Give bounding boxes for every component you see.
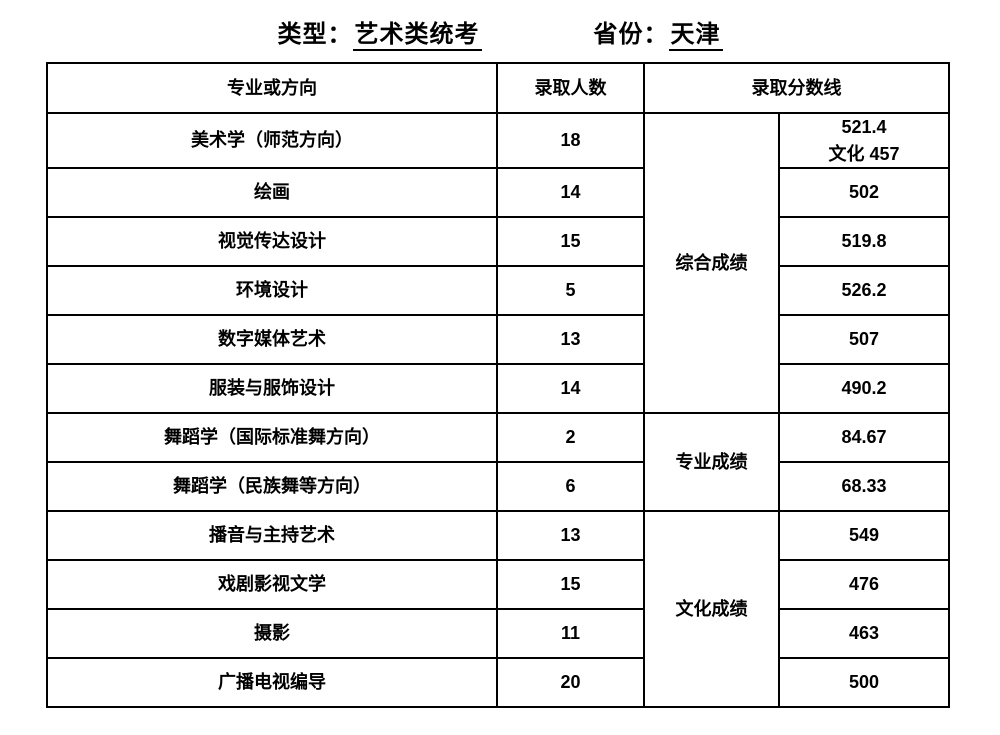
count-cell: 15 [496,559,645,610]
score-cell: 500 [778,657,950,708]
province-label: 省份： [593,21,669,48]
score-cell: 549 [778,510,950,561]
header-score-line: 录取分数线 [643,62,950,114]
score-cell: 521.4 文化 457 [778,112,950,169]
major-cell: 数字媒体艺术 [46,314,498,365]
score-group-cell: 文化成绩 [643,510,780,708]
score-cell: 84.67 [778,412,950,463]
table-row: 戏剧影视文学 15 476 [46,559,950,610]
table-header-row: 专业或方向 录取人数 录取分数线 [46,62,950,114]
table-row: 舞蹈学（国际标准舞方向） 2 专业成绩 84.67 [46,412,950,512]
major-cell: 舞蹈学（国际标准舞方向） [46,412,498,463]
count-cell: 18 [496,112,645,169]
major-cell: 舞蹈学（民族舞等方向） [46,461,498,512]
major-cell: 绘画 [46,167,498,218]
count-cell: 2 [496,412,645,463]
table-row: 服装与服饰设计 14 490.2 [46,363,950,414]
table-row: 播音与主持艺术 13 文化成绩 549 [46,510,950,708]
score-cell: 476 [778,559,950,610]
count-cell: 5 [496,265,645,316]
type-value: 艺术类统考 [352,21,482,51]
score-cell: 68.33 [778,461,950,512]
table-row: 摄影 11 463 [46,608,950,659]
count-cell: 14 [496,363,645,414]
count-cell: 13 [496,510,645,561]
header-count: 录取人数 [496,62,645,114]
header-major: 专业或方向 [46,62,498,114]
table-row: 舞蹈学（民族舞等方向） 6 68.33 [46,461,950,512]
count-cell: 20 [496,657,645,708]
type-label: 类型： [277,21,353,48]
score-line1: 521.4 [841,117,887,138]
score-cell: 502 [778,167,950,218]
major-cell: 视觉传达设计 [46,216,498,267]
table-row: 视觉传达设计 15 519.8 [46,216,950,267]
major-cell: 广播电视编导 [46,657,498,708]
table-row: 数字媒体艺术 13 507 [46,314,950,365]
major-cell: 环境设计 [46,265,498,316]
province-field: 省份：天津 [593,14,723,51]
count-cell: 13 [496,314,645,365]
major-cell: 摄影 [46,608,498,659]
score-group-cell: 综合成绩 [643,112,780,414]
major-cell: 戏剧影视文学 [46,559,498,610]
score-line2: 文化 457 [828,143,900,164]
province-value: 天津 [668,21,723,51]
table-row: 绘画 14 502 [46,167,950,218]
score-cell: 463 [778,608,950,659]
score-cell: 490.2 [778,363,950,414]
table-row: 环境设计 5 526.2 [46,265,950,316]
count-cell: 11 [496,608,645,659]
admissions-table: 专业或方向 录取人数 录取分数线 美术学（师范方向） 18 综合成绩 521.4… [46,62,950,708]
major-cell: 播音与主持艺术 [46,510,498,561]
type-field: 类型：艺术类统考 [277,14,482,51]
major-cell: 美术学（师范方向） [46,112,498,169]
score-cell: 526.2 [778,265,950,316]
count-cell: 14 [496,167,645,218]
count-cell: 6 [496,461,645,512]
table-row: 广播电视编导 20 500 [46,657,950,708]
score-cell: 507 [778,314,950,365]
page-title: 类型：艺术类统考 省份：天津 [0,14,1000,51]
score-cell: 519.8 [778,216,950,267]
major-cell: 服装与服饰设计 [46,363,498,414]
count-cell: 15 [496,216,645,267]
table-row: 美术学（师范方向） 18 综合成绩 521.4 文化 457 [46,112,950,414]
score-group-cell: 专业成绩 [643,412,780,512]
